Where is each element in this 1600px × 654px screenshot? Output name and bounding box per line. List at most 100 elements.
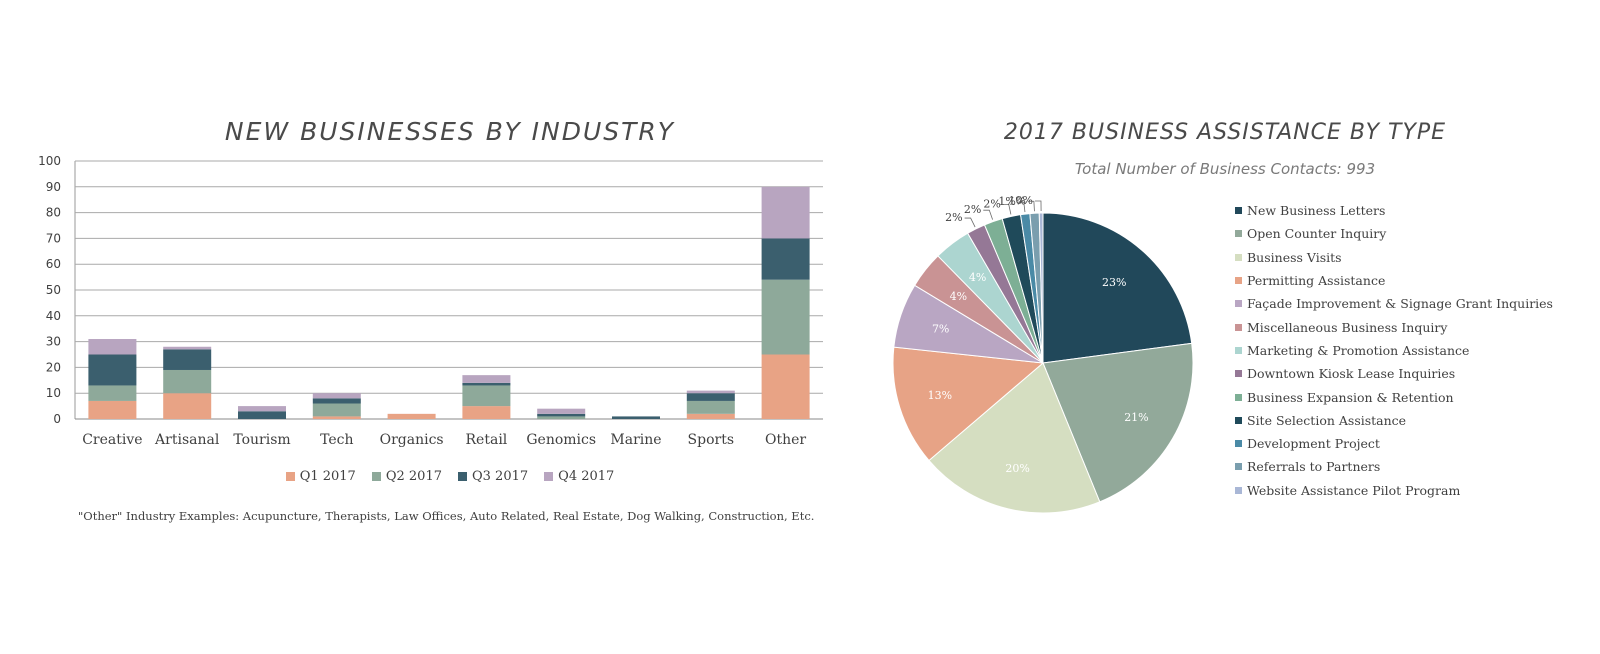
pie-legend-item: Downtown Kiosk Lease Inquiries: [1235, 362, 1553, 385]
legend-label: Q3 2017: [472, 469, 529, 484]
bar-segment: [686, 390, 735, 394]
legend-label: Permitting Assistance: [1247, 273, 1386, 289]
legend-label: Open Counter Inquiry: [1247, 226, 1387, 242]
pie-data-label: 13%: [928, 389, 952, 402]
x-tick-label: Retail: [466, 432, 508, 448]
bar-segment: [462, 382, 511, 386]
legend-swatch: [1235, 486, 1242, 494]
pie-leader-line: [964, 217, 976, 228]
pie-legend-item: Marketing & Promotion Assistance: [1235, 339, 1553, 362]
x-tick-label: Creative: [82, 432, 142, 448]
pie-legend-item: Façade Improvement & Signage Grant Inqui…: [1235, 292, 1553, 315]
pie-legend-item: Business Expansion & Retention: [1235, 385, 1553, 408]
y-tick-label: 30: [46, 335, 61, 349]
bar-footnote: "Other" Industry Examples: Acupuncture, …: [78, 509, 815, 523]
bar-segment: [537, 413, 586, 417]
bar-segment: [686, 413, 735, 419]
x-tick-label: Organics: [380, 432, 444, 448]
bar-chart: 0 10 20 30 40 50 60 70 80 90 100 Creative Artisanal T…: [38, 154, 823, 448]
y-tick-label: 60: [46, 257, 61, 271]
y-tick-label: 50: [46, 283, 61, 297]
pie-data-label: 2%: [983, 198, 1000, 211]
y-tick-label: 100: [38, 154, 61, 168]
pie-data-label: 4%: [969, 271, 986, 284]
legend-label: Q4 2017: [558, 469, 615, 484]
x-tick-label: Artisanal: [154, 432, 220, 448]
bar-segment: [462, 406, 511, 419]
x-tick-label: Genomics: [526, 432, 596, 448]
pie-legend-item: Site Selection Assistance: [1235, 409, 1553, 432]
y-tick-label: 10: [46, 386, 61, 400]
legend-swatch: [1235, 230, 1242, 238]
legend-swatch: [458, 472, 467, 481]
legend-label: Business Expansion & Retention: [1247, 389, 1454, 405]
legend-label: Marketing & Promotion Assistance: [1247, 342, 1470, 358]
legend-label: Referrals to Partners: [1247, 459, 1381, 475]
x-tick-label: Other: [765, 432, 806, 448]
legend-label: Façade Improvement & Signage Grant Inqui…: [1247, 296, 1553, 312]
y-tick-label: 40: [46, 309, 61, 323]
legend-swatch: [1235, 300, 1242, 308]
bar-segment: [761, 279, 810, 355]
pie-legend-item: Permitting Assistance: [1235, 269, 1553, 292]
legend-swatch: [1235, 277, 1242, 285]
legend-label: New Business Letters: [1247, 203, 1386, 219]
legend-swatch: [1235, 440, 1242, 448]
bar-segment: [238, 411, 286, 419]
bar-segment: [462, 385, 511, 407]
bar-segment: [163, 349, 212, 370]
legend-swatch: [1235, 370, 1242, 378]
bar-segment: [88, 354, 137, 386]
pie-data-label: 2%: [945, 211, 962, 224]
bar-segment: [163, 393, 212, 419]
bar-segment: [387, 413, 436, 419]
pie-slice: [1042, 342, 1194, 503]
pie-data-label: 20%: [1005, 462, 1029, 475]
pie-leader-line: [1027, 200, 1035, 212]
pie-legend-item: New Business Letters: [1235, 199, 1553, 222]
bar-segment: [761, 354, 810, 419]
legend-label: Downtown Kiosk Lease Inquiries: [1247, 366, 1456, 382]
bar-legend: Q1 2017 Q2 2017 Q3 2017 Q4 2017: [200, 469, 700, 484]
bar-segment: [761, 186, 810, 239]
bar-chart-title: NEW BUSINESSES BY INDUSTRY: [224, 117, 676, 146]
pie-slice: [892, 346, 1045, 462]
legend-label: Business Visits: [1247, 249, 1342, 265]
pie-leader-line: [1002, 204, 1012, 215]
legend-swatch: [1235, 207, 1242, 215]
pie-data-label: 2%: [964, 203, 981, 216]
legend-swatch: [544, 472, 554, 481]
bar-segment: [163, 346, 212, 350]
bar-segment: [88, 385, 137, 401]
pie-slice: [1038, 212, 1044, 364]
y-tick-label: 90: [46, 180, 61, 194]
y-tick-label: 0: [53, 412, 61, 426]
legend-swatch: [285, 472, 295, 481]
legend-label: Development Project: [1247, 436, 1380, 452]
bar-segment: [537, 408, 586, 414]
pie-leader-line: [983, 209, 993, 220]
bar-segment: [537, 416, 586, 419]
pie-leader-line: [1034, 200, 1042, 212]
pie-legend-item: Development Project: [1235, 432, 1553, 455]
legend-swatch: [1235, 253, 1242, 261]
pie-legend-item: Miscellaneous Business Inquiry: [1235, 315, 1553, 338]
bar-segment: [612, 416, 660, 419]
pie-chart: 23%21%20%13%7%4%4%2%2% 2%1%1%0%: [892, 194, 1194, 514]
legend-label: Site Selection Assistance: [1247, 412, 1407, 428]
pie-chart-subtitle: Total Number of Business Contacts: 993: [1074, 160, 1376, 178]
bar-segment: [761, 238, 810, 280]
pie-leader-line: [1017, 201, 1026, 213]
pie-data-label: 0%: [1016, 194, 1033, 207]
bar-segment: [88, 400, 137, 419]
legend-label: Website Assistance Pilot Program: [1247, 482, 1461, 498]
legend-label: Miscellaneous Business Inquiry: [1247, 319, 1448, 335]
y-tick-label: 70: [46, 231, 61, 245]
legend-swatch: [1235, 416, 1242, 424]
bar-legend-item: Q3 2017: [458, 469, 528, 484]
bar-segment: [88, 339, 137, 355]
legend-swatch: [371, 472, 381, 481]
bar-segment: [686, 393, 735, 401]
pie-data-label: 4%: [950, 290, 967, 303]
bar-segment: [312, 403, 361, 417]
